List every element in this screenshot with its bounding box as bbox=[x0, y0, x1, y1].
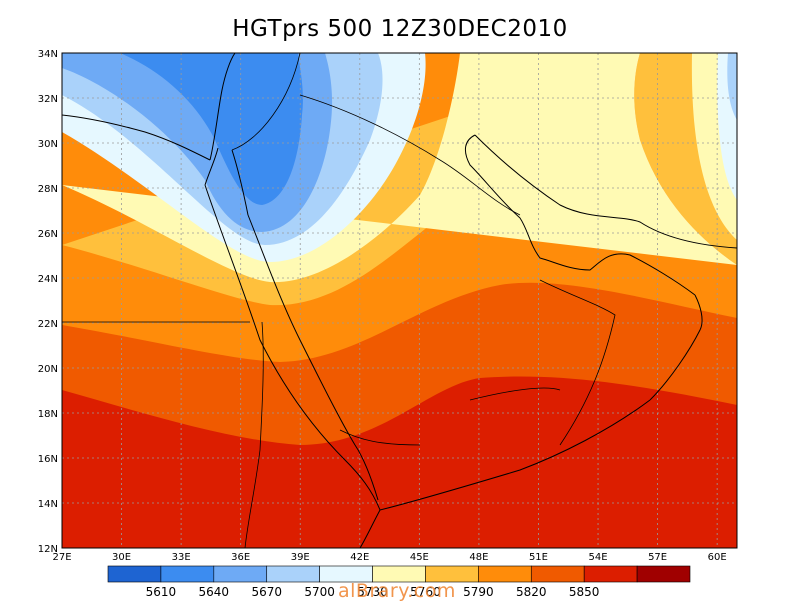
lat-tick-label: 22N bbox=[38, 319, 58, 330]
colorbar-label: 5760 bbox=[410, 585, 441, 599]
lon-tick-label: 54E bbox=[589, 552, 608, 563]
lon-tick-label: 30E bbox=[112, 552, 131, 563]
lon-tick-label: 36E bbox=[231, 552, 250, 563]
lon-tick-label: 51E bbox=[529, 552, 548, 563]
colorbar: 5610 5640 5670 5700 5730 5760 5790 5820 5850 bbox=[107, 565, 691, 599]
colorbar-swatch bbox=[530, 565, 585, 583]
colorbar-label: 5850 bbox=[569, 585, 600, 599]
colorbar-swatch bbox=[107, 565, 162, 583]
lat-tick-label: 28N bbox=[38, 184, 58, 195]
chart-title: HGTprs 500 12Z30DEC2010 bbox=[232, 16, 568, 42]
colorbar-label: 5670 bbox=[251, 585, 282, 599]
lon-tick-label: 60E bbox=[708, 552, 727, 563]
lat-tick-label: 24N bbox=[38, 274, 58, 285]
coastline-borders bbox=[62, 53, 737, 548]
colorbar-label: 5700 bbox=[304, 585, 335, 599]
lat-tick-label: 32N bbox=[38, 94, 58, 105]
band-5610 bbox=[120, 53, 303, 205]
lat-tick-label: 18N bbox=[38, 409, 58, 420]
plot-frame bbox=[61, 52, 738, 549]
lon-tick-labels: 27E 30E 33E 36E 39E 42E 45E 48E 51E 54E 57E 60E bbox=[52, 552, 726, 563]
lon-tick-label: 57E bbox=[648, 552, 667, 563]
lon-tick-label: 33E bbox=[172, 552, 191, 563]
colorbar-swatch bbox=[160, 565, 215, 583]
colorbar-label: 5820 bbox=[516, 585, 547, 599]
colorbar-swatch bbox=[583, 565, 638, 583]
lon-tick-label: 27E bbox=[52, 552, 71, 563]
watermark-text: alBrary.com bbox=[338, 580, 456, 602]
lat-tick-label: 12N bbox=[38, 544, 58, 555]
colorbar-label: 5610 bbox=[146, 585, 177, 599]
lat-tick-label: 30N bbox=[38, 139, 58, 150]
colorbar-swatch bbox=[213, 565, 268, 583]
colorbar-swatch bbox=[478, 565, 532, 583]
lon-tick-label: 48E bbox=[469, 552, 488, 563]
lat-tick-label: 14N bbox=[38, 499, 58, 510]
contour-fill-layer bbox=[62, 53, 737, 548]
lon-tick-label: 45E bbox=[410, 552, 429, 563]
lat-tick-label: 26N bbox=[38, 229, 58, 240]
colorbar-label: 5790 bbox=[463, 585, 494, 599]
political-borders bbox=[62, 53, 616, 548]
colorbar-swatch bbox=[266, 565, 320, 583]
lat-tick-label: 16N bbox=[38, 454, 58, 465]
colorbar-label: 5640 bbox=[199, 585, 230, 599]
lat-tick-label: 20N bbox=[38, 364, 58, 375]
lon-tick-label: 39E bbox=[291, 552, 310, 563]
colorbar-label: 5730 bbox=[357, 585, 388, 599]
colorbar-swatch bbox=[636, 565, 691, 583]
lon-tick-label: 42E bbox=[350, 552, 369, 563]
lat-tick-label: 34N bbox=[38, 49, 58, 60]
lat-tick-labels: 12N 14N 16N 18N 20N 22N 24N 26N 28N 30N 32N 34N bbox=[38, 49, 58, 555]
